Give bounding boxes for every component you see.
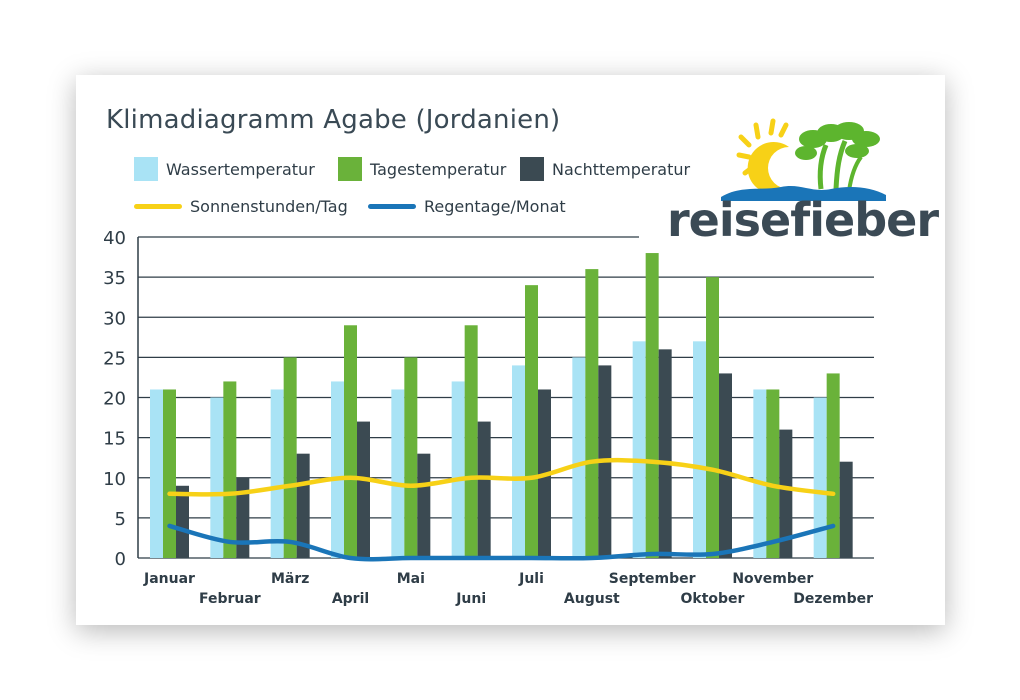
legend-label-nachttemperatur: Nachttemperatur bbox=[552, 159, 691, 179]
bar-tagestemperatur-märz bbox=[283, 357, 297, 558]
bar-tagestemperatur-februar bbox=[223, 381, 237, 558]
bar-wassertemperatur-dezember bbox=[813, 397, 827, 558]
x-tick-label: Februar bbox=[199, 591, 261, 607]
bar-wassertemperatur-januar bbox=[150, 389, 163, 558]
bar-tagestemperatur-september bbox=[645, 253, 659, 559]
legend-swatch-wassertemperatur bbox=[134, 157, 158, 181]
bar-tagestemperatur-dezember bbox=[826, 373, 840, 558]
bar-nachttemperatur-september bbox=[658, 349, 672, 558]
x-tick-label: Dezember bbox=[793, 591, 873, 607]
bar-wassertemperatur-juni bbox=[451, 381, 465, 558]
sun-palm-icon bbox=[721, 118, 886, 201]
legend-line-regentage bbox=[368, 204, 416, 209]
y-tick-label: 40 bbox=[103, 228, 126, 249]
y-tick-label: 35 bbox=[103, 268, 126, 289]
bar-nachttemperatur-märz bbox=[296, 453, 310, 558]
y-tick-label: 25 bbox=[103, 348, 126, 369]
y-tick-label: 30 bbox=[103, 308, 126, 329]
bar-wassertemperatur-april bbox=[331, 381, 344, 558]
bar-tagestemperatur-november bbox=[766, 389, 780, 558]
x-tick-label: April bbox=[332, 591, 369, 607]
legend-label-tagestemperatur: Tagestemperatur bbox=[370, 159, 507, 179]
wave-icon bbox=[721, 186, 886, 201]
x-tick-label: Mai bbox=[397, 571, 425, 587]
line-regentage-monat bbox=[167, 523, 836, 562]
legend-label-sonnenstunden: Sonnenstunden/Tag bbox=[190, 197, 348, 216]
bar-nachttemperatur-juni bbox=[477, 421, 491, 558]
reisefieber-logo: reisefieber bbox=[661, 117, 939, 247]
bar-nachttemperatur-november bbox=[779, 429, 793, 558]
bar-tagestemperatur-juli bbox=[525, 285, 538, 558]
line-sonnenstunden-tag bbox=[167, 457, 836, 497]
legend-line-sonnenstunden bbox=[134, 204, 182, 209]
bar-nachttemperatur-april bbox=[357, 421, 370, 558]
legend-item-tagestemperatur: Tagestemperatur bbox=[338, 157, 506, 181]
bar-wassertemperatur-märz bbox=[270, 389, 284, 558]
bar-wassertemperatur-oktober bbox=[693, 341, 706, 558]
x-tick-label: September bbox=[609, 571, 696, 587]
bar-tagestemperatur-juni bbox=[464, 325, 478, 558]
bar-tagestemperatur-mai bbox=[404, 357, 418, 558]
bar-nachttemperatur-mai bbox=[417, 453, 431, 558]
bar-nachttemperatur-februar bbox=[236, 477, 250, 558]
bar-wassertemperatur-februar bbox=[210, 397, 224, 558]
sun-rays-icon bbox=[736, 118, 789, 176]
bar-wassertemperatur-juli bbox=[512, 365, 525, 558]
logo-text: reisefieber bbox=[667, 193, 939, 247]
bar-wassertemperatur-august bbox=[572, 357, 586, 558]
x-tick-label: Juni bbox=[455, 591, 486, 607]
y-tick-label: 15 bbox=[103, 429, 126, 450]
legend-label-wassertemperatur: Wassertemperatur bbox=[166, 159, 315, 179]
bar-nachttemperatur-dezember bbox=[839, 461, 853, 558]
bars bbox=[150, 253, 853, 559]
y-tick-label: 0 bbox=[115, 549, 126, 570]
y-tick-label: 10 bbox=[103, 469, 126, 490]
x-tick-label: Januar bbox=[143, 571, 195, 587]
sun-icon bbox=[747, 142, 789, 194]
bar-tagestemperatur-januar bbox=[163, 389, 176, 558]
chart-card: Klimadiagramm Agabe (Jordanien) Wasserte… bbox=[76, 75, 945, 625]
legend-item-sonnenstunden: Sonnenstunden/Tag bbox=[134, 197, 348, 216]
bar-tagestemperatur-april bbox=[344, 325, 357, 558]
x-tick-label: März bbox=[271, 571, 309, 587]
y-tick-label: 20 bbox=[103, 389, 126, 410]
x-tick-label: August bbox=[564, 591, 620, 607]
bar-tagestemperatur-oktober bbox=[706, 277, 719, 558]
bar-nachttemperatur-januar bbox=[176, 485, 189, 558]
y-tick-label: 5 bbox=[115, 509, 126, 530]
bar-wassertemperatur-mai bbox=[391, 389, 405, 558]
bar-nachttemperatur-oktober bbox=[719, 373, 732, 558]
legend-label-regentage: Regentage/Monat bbox=[424, 197, 566, 216]
x-tick-label: November bbox=[732, 571, 813, 587]
legend-item-nachttemperatur: Nachttemperatur bbox=[520, 157, 690, 181]
palm-trees-icon bbox=[795, 122, 880, 192]
lines bbox=[167, 457, 836, 562]
x-tick-label: Oktober bbox=[681, 591, 745, 607]
legend-swatch-nachttemperatur bbox=[520, 157, 544, 181]
bar-wassertemperatur-november bbox=[753, 389, 767, 558]
chart-title: Klimadiagramm Agabe (Jordanien) bbox=[106, 105, 561, 135]
legend-swatch-tagestemperatur bbox=[338, 157, 362, 181]
x-tick-label: Juli bbox=[518, 571, 544, 587]
legend-item-regentage: Regentage/Monat bbox=[368, 197, 566, 216]
bar-tagestemperatur-august bbox=[585, 269, 599, 558]
bar-wassertemperatur-september bbox=[632, 341, 646, 558]
legend-item-wassertemperatur: Wassertemperatur bbox=[134, 157, 315, 181]
